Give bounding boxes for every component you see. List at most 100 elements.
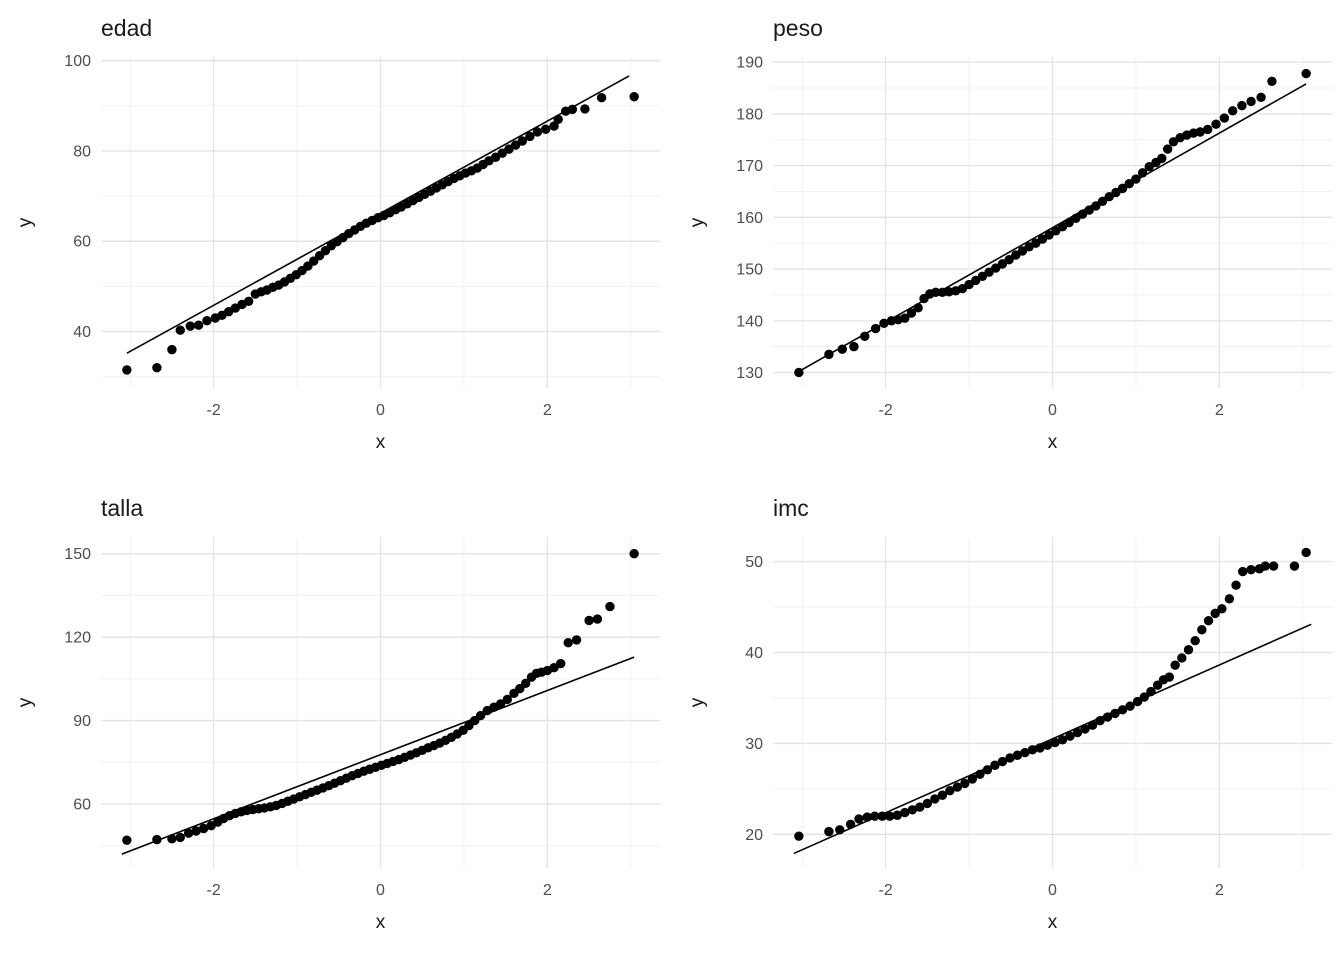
y-axis-label: y <box>687 217 708 227</box>
qq-point <box>1020 747 1030 758</box>
qq-plot-edad: edad 40 60 80 100 -2 0 2 x y <box>0 0 672 480</box>
qq-point <box>824 826 834 837</box>
qq-point <box>1256 92 1266 103</box>
qq-point <box>1124 179 1134 189</box>
qq-point <box>1228 106 1238 116</box>
qq-point <box>502 694 513 705</box>
y-tick-label: 100 <box>64 53 91 70</box>
qq-point <box>1146 686 1156 697</box>
qq-point <box>1203 615 1214 626</box>
qq-point <box>967 774 978 784</box>
grid <box>101 537 660 868</box>
qq-point <box>629 92 639 102</box>
qq-point <box>525 131 535 142</box>
qq-point <box>1217 604 1227 614</box>
qq-points <box>122 92 639 375</box>
qq-point <box>930 287 941 298</box>
qq-point <box>906 308 917 318</box>
y-tick-label: 160 <box>736 210 763 227</box>
qq-point <box>1268 561 1279 571</box>
subplot-imc: imc 20 30 40 50 -2 0 2 x y <box>672 480 1344 960</box>
qq-point <box>175 325 185 335</box>
qq-point <box>191 826 201 836</box>
qq-point <box>540 124 551 134</box>
plot-title: talla <box>101 495 143 521</box>
qq-point <box>1012 750 1023 760</box>
qq-point <box>122 365 132 375</box>
qq-point <box>580 104 590 114</box>
qq-point <box>900 313 910 323</box>
qq-point <box>1110 708 1120 719</box>
qq-point <box>1157 153 1167 164</box>
qq-point <box>854 814 864 824</box>
qq-point <box>167 344 177 355</box>
qq-point <box>1246 96 1256 107</box>
qq-point <box>1095 715 1105 726</box>
qq-point <box>185 321 195 331</box>
qq-point <box>1072 727 1083 738</box>
qq-point <box>1289 561 1300 571</box>
y-tick-label: 130 <box>736 365 763 382</box>
x-axis-label: x <box>1048 432 1058 453</box>
qq-point <box>1117 705 1128 715</box>
qq-point <box>495 699 506 709</box>
qq-point <box>1246 565 1256 575</box>
qq-point <box>629 548 639 559</box>
qq-point <box>563 637 573 648</box>
qq-point <box>1267 76 1277 87</box>
qq-point <box>532 127 543 137</box>
qq-point <box>1301 547 1311 558</box>
qq-plot-peso: peso 130 140 150 160 170 180 190 -2 0 2 x y <box>672 0 1344 480</box>
grid <box>773 57 1332 388</box>
y-axis-label: y <box>15 697 36 707</box>
qq-point <box>915 802 925 812</box>
qq-point <box>1087 720 1098 730</box>
qq-point <box>930 794 940 804</box>
qq-point <box>860 331 870 341</box>
qq-point <box>922 798 933 809</box>
y-axis-label: y <box>687 697 708 707</box>
qq-point <box>1057 735 1068 745</box>
qq-point <box>1080 724 1090 734</box>
x-tick-label: 0 <box>1048 402 1057 419</box>
x-tick-label: 2 <box>543 402 552 419</box>
qq-point <box>1164 672 1175 682</box>
qq-point <box>193 320 204 330</box>
qq-point <box>175 832 185 843</box>
qq-point <box>1238 566 1248 577</box>
plot-title: edad <box>101 15 152 41</box>
qq-point <box>592 614 603 624</box>
qq-point <box>885 811 895 821</box>
qq-point <box>1132 696 1143 707</box>
x-tick-label: 0 <box>1048 882 1057 899</box>
qq-point <box>198 823 209 834</box>
x-tick-label: 2 <box>543 882 552 899</box>
qq-point <box>1183 645 1194 655</box>
qq-point <box>870 323 881 334</box>
qq-point <box>997 756 1008 767</box>
qq-point <box>892 810 903 820</box>
qq-point <box>596 92 607 103</box>
qq-point <box>835 825 845 835</box>
qq-point <box>1050 737 1060 748</box>
qq-point <box>556 658 566 669</box>
y-tick-label: 150 <box>736 262 763 279</box>
qq-point <box>1125 701 1135 711</box>
y-tick-label: 140 <box>736 313 763 330</box>
qq-point <box>167 834 177 844</box>
x-axis-label: x <box>376 432 386 453</box>
y-tick-label: 150 <box>64 546 91 563</box>
y-tick-label: 60 <box>73 797 91 814</box>
y-tick-label: 50 <box>745 554 763 571</box>
qq-point <box>1224 594 1235 604</box>
qq-point <box>1170 660 1180 670</box>
qq-point <box>975 769 985 780</box>
y-tick-label: 170 <box>736 158 763 175</box>
qq-point <box>1065 731 1075 741</box>
qq-point <box>1004 255 1014 265</box>
qq-point <box>960 778 970 789</box>
qq-point <box>1005 753 1015 763</box>
y-tick-label: 40 <box>73 324 91 341</box>
qq-point <box>982 765 993 775</box>
qq-point <box>1197 625 1207 635</box>
